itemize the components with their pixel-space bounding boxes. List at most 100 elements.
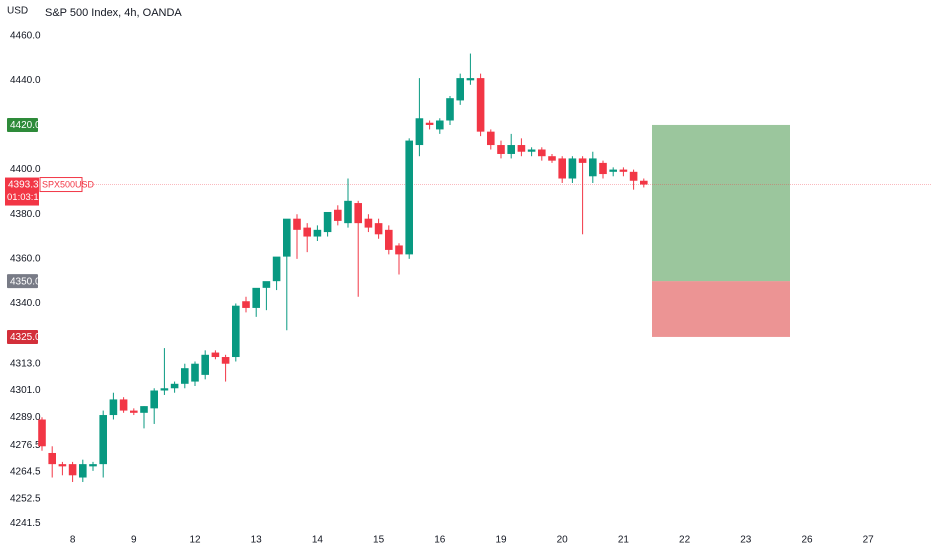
candle-body <box>395 245 403 255</box>
candle-body <box>578 158 587 163</box>
entry-label: 4350.0 <box>10 276 41 287</box>
candle-body <box>599 162 607 175</box>
candle-body <box>232 305 240 358</box>
candle-body <box>466 78 475 81</box>
candle-body <box>109 399 118 416</box>
candle-body <box>242 301 250 308</box>
y-tick-label: 4440.0 <box>10 75 41 86</box>
candle-body <box>150 390 158 409</box>
y-tick-label: 4313.0 <box>10 358 41 369</box>
candle-body <box>538 149 546 157</box>
y-tick-label: 4241.5 <box>10 518 41 529</box>
x-tick-label: 12 <box>189 535 201 546</box>
candle-body <box>79 464 87 478</box>
x-tick-label: 22 <box>679 535 691 546</box>
candle-body <box>140 406 148 413</box>
y-tick-label: 4252.5 <box>10 493 41 504</box>
target-label-box <box>7 117 38 132</box>
candle-body <box>323 211 332 233</box>
target-label: 4420.0 <box>10 120 41 131</box>
candle-body <box>293 218 301 230</box>
candle-body <box>48 452 56 465</box>
candle-body <box>170 383 179 389</box>
y-tick-label: 4400.0 <box>10 164 41 175</box>
candle-body <box>385 229 393 250</box>
candle-body <box>68 464 77 476</box>
candle-body <box>181 368 189 384</box>
candle-body <box>589 158 597 177</box>
candle-body <box>507 145 515 154</box>
candle-body <box>364 218 373 228</box>
candle-body <box>252 287 260 308</box>
candle-body <box>221 357 230 364</box>
y-tick-label: 4264.5 <box>10 467 41 478</box>
entry-label-box <box>7 274 38 289</box>
candle-body <box>476 78 485 132</box>
loss-zone <box>652 281 790 337</box>
y-tick-label: 4360.0 <box>10 253 41 264</box>
y-axis-label: USD <box>7 6 28 17</box>
candle-body <box>211 352 220 358</box>
candle-body <box>262 281 271 288</box>
candle-body <box>344 200 352 224</box>
symbol-label: SPX500USD <box>42 179 95 189</box>
candle-body <box>629 171 638 181</box>
candle-body <box>436 120 444 130</box>
candle-body <box>497 145 505 154</box>
x-tick-label: 19 <box>495 535 507 546</box>
candle-body <box>548 156 556 161</box>
candle-body <box>283 218 291 257</box>
y-tick-label: 4289.0 <box>10 412 41 423</box>
x-tick-label: 14 <box>312 535 324 546</box>
symbol-label-box <box>39 177 83 193</box>
x-tick-label: 23 <box>740 535 752 546</box>
price-label-box <box>5 177 39 206</box>
candle-body <box>446 98 454 121</box>
candle-body <box>527 149 536 152</box>
candle-body <box>619 169 628 172</box>
candle-body <box>354 203 362 224</box>
candle-body <box>425 122 434 125</box>
candle-body <box>272 256 281 282</box>
x-tick-label: 15 <box>373 535 385 546</box>
candle-body <box>456 78 464 101</box>
candle-body <box>313 229 322 237</box>
candle-body <box>160 388 169 391</box>
x-tick-label: 27 <box>863 535 875 546</box>
x-tick-label: 20 <box>557 535 569 546</box>
x-tick-label: 26 <box>801 535 813 546</box>
y-tick-label: 4301.0 <box>10 385 41 396</box>
y-tick-label: 4276.5 <box>10 440 41 451</box>
chart-title: S&P 500 Index, 4h, OANDA <box>45 7 182 19</box>
x-tick-label: 9 <box>131 535 137 546</box>
candle-body <box>609 169 617 172</box>
candle-body <box>334 209 342 221</box>
candle-body <box>191 363 199 382</box>
candle-body <box>415 118 424 146</box>
x-tick-label: 16 <box>434 535 446 546</box>
price-label: 4393.3 <box>8 180 39 191</box>
x-tick-label: 8 <box>70 535 76 546</box>
candle-body <box>303 227 311 237</box>
candle-body <box>487 131 495 146</box>
y-tick-label: 4380.0 <box>10 209 41 220</box>
candle-body <box>201 354 209 375</box>
stop-label-box <box>7 329 38 344</box>
stop-label: 4325.0 <box>10 332 41 343</box>
candle-body <box>640 180 648 185</box>
candle-body <box>517 145 526 152</box>
candle-body <box>568 158 577 179</box>
countdown-label: 01:03:12 <box>7 192 44 203</box>
y-tick-label: 4460.0 <box>10 30 41 41</box>
candle-body <box>89 464 97 467</box>
candle-body <box>130 410 138 413</box>
candle-body <box>405 140 413 255</box>
candle-body <box>38 419 46 447</box>
candle-body <box>558 158 566 179</box>
x-tick-label: 21 <box>618 535 630 546</box>
candle-body <box>374 223 383 235</box>
y-tick-label: 4340.0 <box>10 298 41 309</box>
profit-zone <box>652 124 790 282</box>
